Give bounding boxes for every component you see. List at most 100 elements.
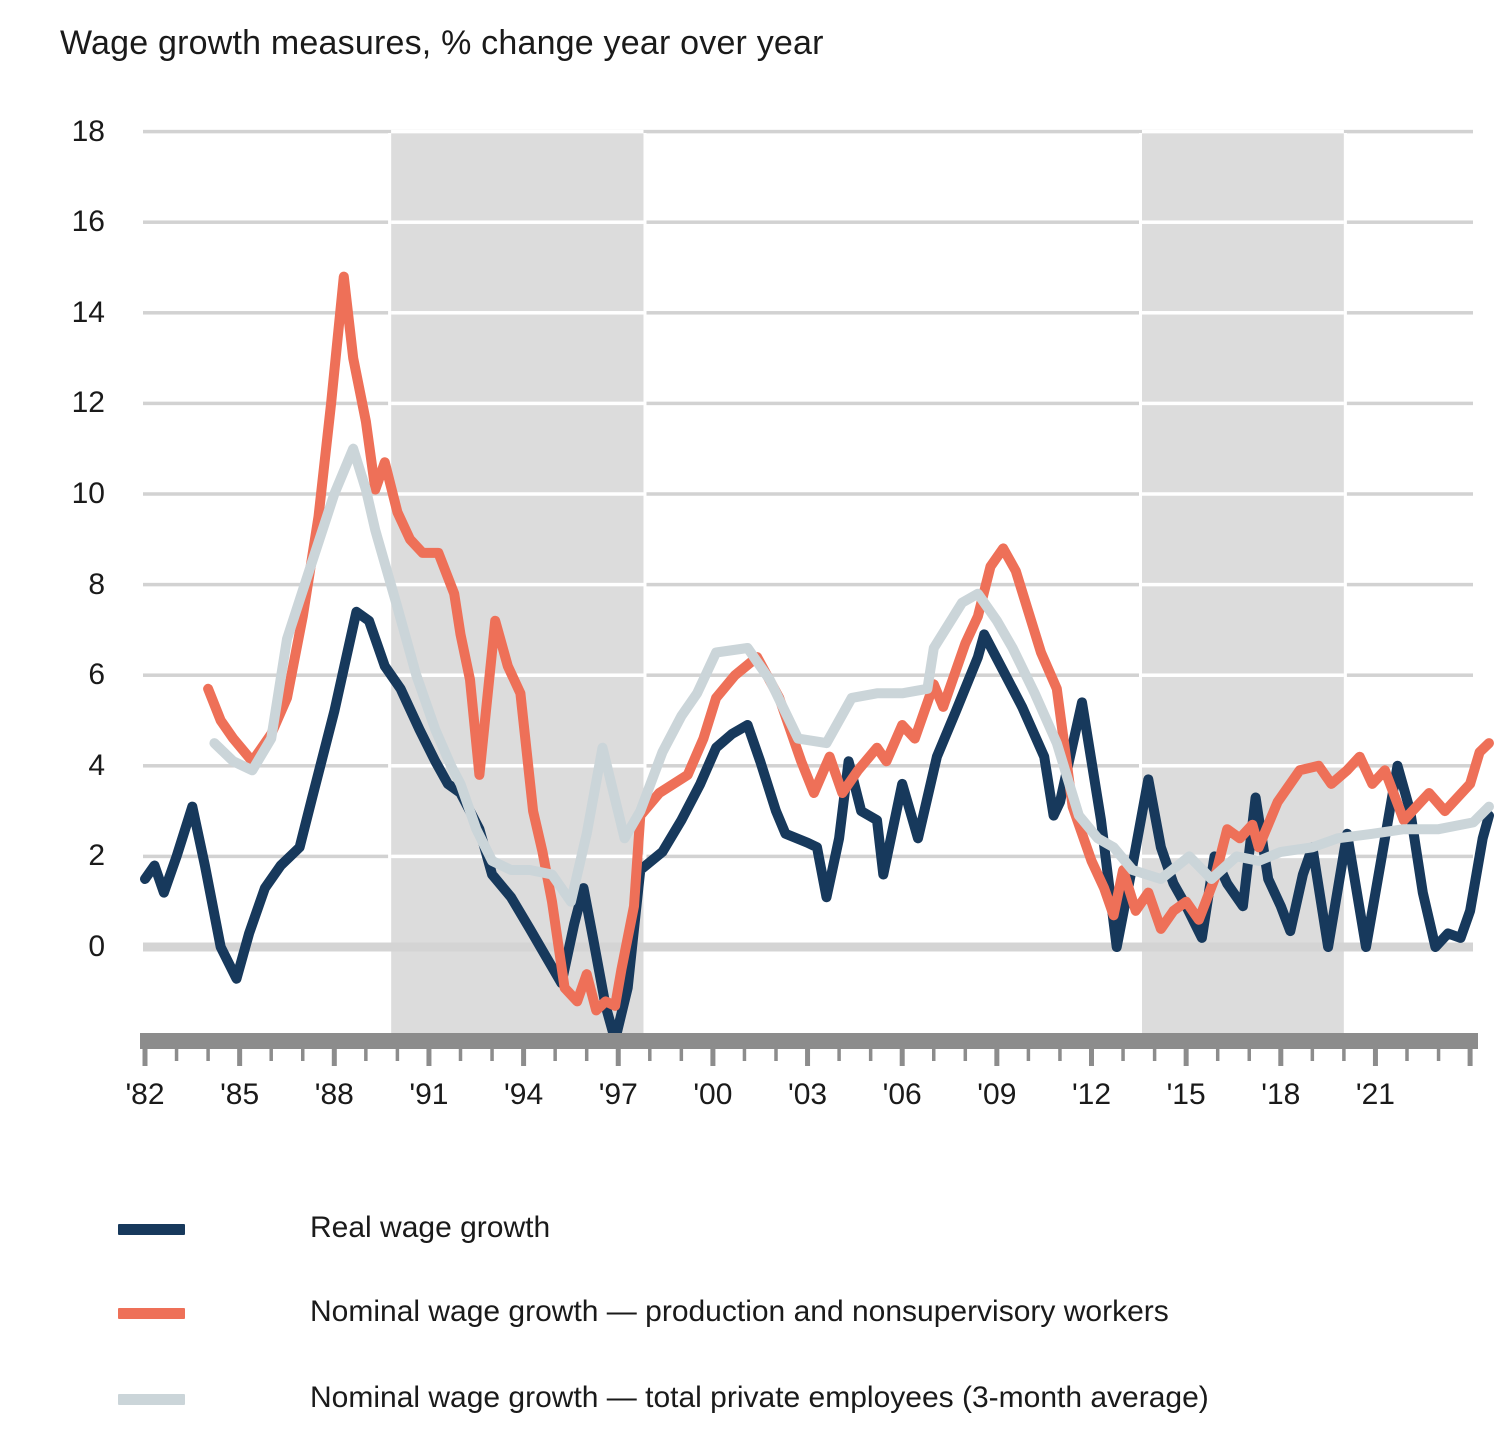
major-tick — [1089, 1049, 1094, 1066]
minor-tick — [395, 1049, 400, 1061]
band-gridline — [1141, 311, 1344, 315]
major-tick — [615, 1049, 621, 1066]
y-tick-label: 16 — [71, 205, 105, 239]
minor-tick — [932, 1049, 936, 1061]
minor-tick — [837, 1049, 841, 1061]
band-edge — [1343, 133, 1347, 1033]
gridline — [143, 401, 1473, 406]
series-line-0 — [140, 606, 1494, 1045]
band-edge — [643, 133, 647, 1033]
minor-tick — [584, 1049, 589, 1061]
series-line-2 — [209, 443, 1494, 907]
minor-tick — [868, 1049, 873, 1061]
x-tick-label: '09 — [977, 1078, 1017, 1111]
zero-gridline-overlay — [143, 942, 1473, 952]
minor-tick — [963, 1049, 968, 1061]
band-gridline — [391, 220, 644, 224]
band-gridline — [1141, 764, 1344, 768]
minor-tick — [1121, 1049, 1125, 1061]
band-gridline — [391, 764, 644, 768]
gridline — [143, 492, 1473, 496]
gridline — [143, 854, 1473, 859]
minor-tick — [490, 1049, 494, 1061]
x-tick-label: '82 — [125, 1078, 165, 1111]
minor-tick — [742, 1049, 747, 1061]
minor-tick — [1405, 1049, 1409, 1061]
minor-tick — [364, 1049, 368, 1061]
chart-title: Wage growth measures, % change year over… — [60, 24, 824, 62]
band-gridline — [1141, 401, 1344, 406]
major-tick — [237, 1049, 243, 1066]
minor-tick — [1215, 1049, 1220, 1061]
x-tick-label: '88 — [314, 1078, 354, 1111]
band-gridline — [391, 854, 644, 859]
band-gridline — [391, 492, 644, 496]
minor-tick — [206, 1049, 210, 1061]
band-gridline — [1141, 220, 1344, 224]
gridline — [143, 311, 1473, 315]
gridline — [143, 673, 1473, 677]
major-tick — [1372, 1049, 1378, 1066]
x-axis-line — [140, 1033, 1478, 1049]
y-tick-label: 8 — [88, 567, 105, 601]
legend-label-gray: Nominal wage growth — total private empl… — [310, 1381, 1209, 1414]
minor-tick — [269, 1049, 273, 1061]
minor-tick — [301, 1049, 305, 1061]
minor-tick — [1310, 1049, 1315, 1061]
minor-tick — [1436, 1049, 1441, 1061]
minor-tick — [1342, 1049, 1346, 1061]
y-tick-label: 4 — [88, 748, 105, 782]
legend-swatch-gray — [118, 1394, 185, 1405]
y-tick-label: 18 — [71, 114, 105, 148]
x-tick-label: '85 — [220, 1078, 260, 1111]
major-tick — [899, 1049, 905, 1066]
y-tick-label: 0 — [88, 930, 105, 963]
x-tick-label: '97 — [598, 1078, 638, 1111]
minor-tick — [648, 1049, 652, 1061]
series-line-1 — [203, 271, 1494, 1016]
y-tick-label: 6 — [88, 658, 105, 692]
major-tick — [710, 1049, 716, 1066]
x-tick-label: '03 — [787, 1078, 828, 1111]
minor-tick — [1058, 1049, 1062, 1061]
band-gridline — [1141, 582, 1344, 587]
x-tick-label: '21 — [1355, 1078, 1395, 1111]
band-gridline — [1141, 673, 1344, 677]
band-gridline — [1141, 129, 1344, 134]
minor-tick — [1247, 1049, 1251, 1061]
major-tick — [521, 1049, 527, 1066]
x-tick-label: '94 — [504, 1078, 544, 1111]
x-tick-label: '15 — [1166, 1078, 1206, 1111]
y-tick-label: 2 — [88, 839, 105, 873]
major-tick — [1467, 1049, 1473, 1066]
y-tick-label: 14 — [71, 295, 105, 329]
band-gridline — [391, 311, 644, 315]
band-gridline — [1141, 492, 1344, 496]
y-tick-label: 12 — [71, 386, 105, 420]
x-tick-label: '00 — [693, 1078, 733, 1111]
major-tick — [1183, 1049, 1189, 1066]
band-gridline — [391, 582, 644, 587]
minor-tick — [174, 1049, 179, 1061]
gridline — [143, 129, 1473, 134]
band-gridline — [391, 401, 644, 406]
legend-swatch-salmon — [118, 1308, 185, 1319]
x-tick-label: '06 — [882, 1078, 922, 1111]
major-tick — [805, 1049, 811, 1066]
band-edge — [1138, 133, 1142, 1033]
band-gridline — [391, 129, 644, 134]
minor-tick — [774, 1049, 778, 1061]
minor-tick — [458, 1049, 463, 1061]
minor-tick — [1152, 1049, 1157, 1061]
legend-label-salmon: Nominal wage growth — production and non… — [310, 1295, 1169, 1328]
gridline — [143, 582, 1473, 587]
x-tick-label: '18 — [1261, 1078, 1301, 1111]
y-tick-label: 10 — [71, 477, 105, 510]
legend-swatch-navy — [118, 1224, 185, 1235]
minor-tick — [679, 1049, 684, 1061]
minor-tick — [1026, 1049, 1031, 1061]
legend-label-navy: Real wage growth — [310, 1211, 551, 1244]
major-tick — [142, 1049, 148, 1066]
major-tick — [426, 1049, 432, 1066]
